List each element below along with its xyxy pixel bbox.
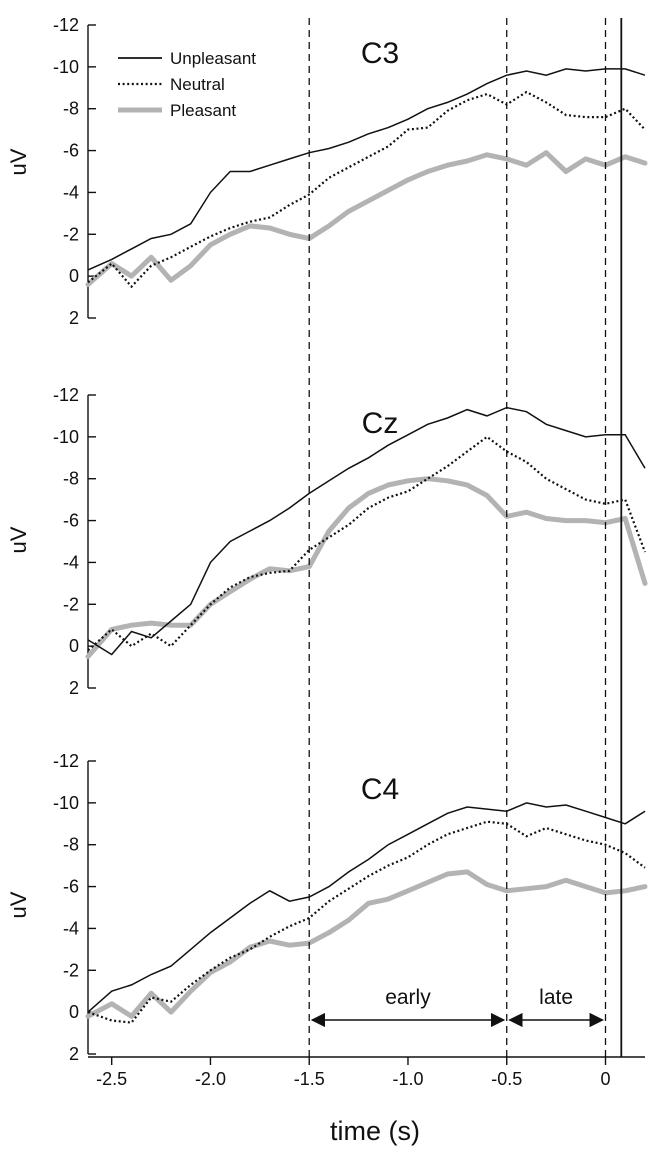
y-tick-label: -8	[63, 835, 79, 855]
y-tick-label: -12	[53, 751, 79, 771]
range-label-late: late	[539, 986, 573, 1009]
x-axis: -2.5 -2.0 -1.5 -1.0 -0.5 0	[88, 1056, 645, 1089]
series-line-pleasant	[85, 476, 648, 660]
y-axis-label: uV	[6, 526, 31, 553]
x-tick-label: -2.0	[195, 1069, 226, 1089]
y-tick-label: -10	[53, 793, 79, 813]
series-line-unpleasant	[87, 406, 646, 656]
series-line-pleasant	[85, 150, 648, 287]
y-tick-label: -8	[63, 469, 79, 489]
y-tick-label: 0	[69, 1002, 79, 1022]
series-line-pleasant	[85, 869, 648, 1019]
y-axis-label: uV	[6, 891, 31, 918]
panels: -12 -10 -8 -6 -4 -2 0 2 uV C3 -12 -10 -8 -6 -4 -2 0 2 uV Cz…	[6, 15, 648, 1064]
y-tick-label: 0	[69, 636, 79, 656]
x-tick-label: -2.5	[96, 1069, 127, 1089]
x-axis-label: time (s)	[330, 1116, 420, 1146]
y-tick-label: -2	[63, 960, 79, 980]
y-tick-label: -8	[63, 99, 79, 119]
panel-title: C4	[361, 773, 399, 806]
series-line-neutral	[87, 90, 646, 289]
panel-title: C3	[361, 37, 399, 70]
legend-label-unpleasant: Unpleasant	[170, 49, 256, 68]
panel-c3: -12 -10 -8 -6 -4 -2 0 2 uV C3	[6, 15, 648, 328]
y-tick-label: 2	[69, 678, 79, 698]
x-tick-label: -0.5	[491, 1069, 522, 1089]
y-tick-label: -6	[63, 141, 79, 161]
y-tick-label: -4	[63, 552, 79, 572]
y-tick-label: -10	[53, 57, 79, 77]
y-tick-label: -6	[63, 511, 79, 531]
panel-c4: -12 -10 -8 -6 -4 -2 0 2 uV C4	[6, 751, 648, 1064]
y-tick-label: -4	[63, 918, 79, 938]
y-tick-label: -12	[53, 15, 79, 35]
y-tick-label: -10	[53, 427, 79, 447]
y-tick-label: 2	[69, 308, 79, 328]
legend: Unpleasant Neutral Pleasant	[118, 49, 256, 120]
y-tick-label: -2	[63, 594, 79, 614]
legend-label-pleasant: Pleasant	[170, 101, 236, 120]
range-label-early: early	[385, 986, 431, 1009]
time-range-annotations: early late	[310, 986, 604, 1028]
x-tick-label: 0	[600, 1069, 610, 1089]
x-tick-label: -1.5	[294, 1069, 325, 1089]
legend-label-neutral: Neutral	[170, 75, 225, 94]
panel-title: Cz	[362, 407, 399, 440]
y-tick-label: -2	[63, 224, 79, 244]
y-tick-label: -12	[53, 385, 79, 405]
y-axis-label: uV	[6, 148, 31, 175]
series-line-unpleasant	[87, 68, 646, 271]
y-tick-label: 0	[69, 266, 79, 286]
series-line-neutral	[87, 820, 646, 1024]
y-tick-label: 2	[69, 1044, 79, 1064]
y-tick-label: -4	[63, 182, 79, 202]
panel-cz: -12 -10 -8 -6 -4 -2 0 2 uV Cz	[6, 385, 648, 698]
reference-lines	[308, 18, 623, 1057]
series-line-neutral	[87, 435, 647, 652]
y-tick-label: -6	[63, 877, 79, 897]
series-line-unpleasant	[87, 802, 646, 1013]
x-tick-label: -1.0	[392, 1069, 423, 1089]
